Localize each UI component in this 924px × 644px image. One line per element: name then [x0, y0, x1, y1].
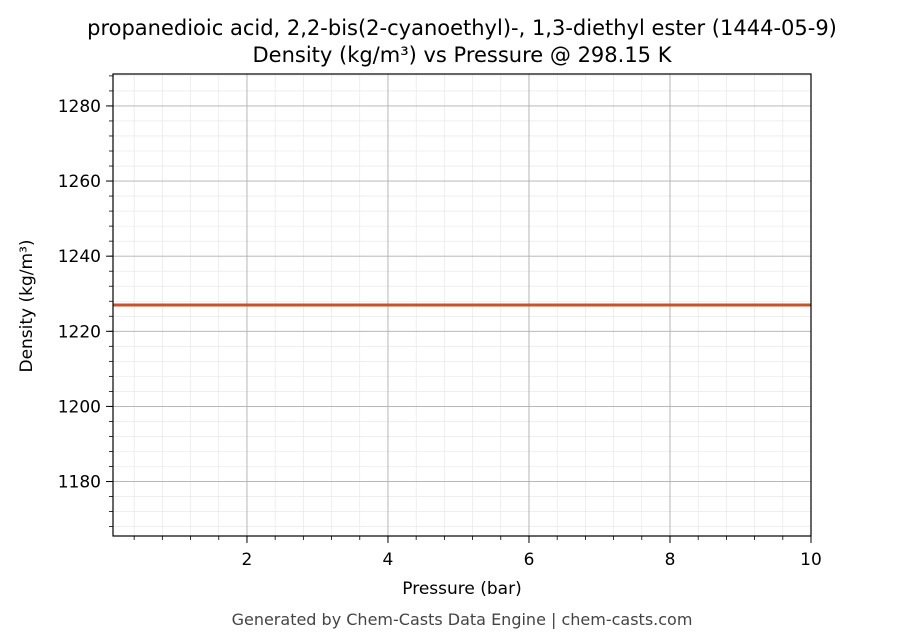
plot-frame	[112, 73, 812, 537]
y-tick-label: 1260	[58, 172, 101, 192]
x-tick-label: 4	[383, 550, 394, 570]
x-tick-label: 6	[524, 550, 535, 570]
y-tick-label: 1240	[58, 247, 101, 267]
chart-title: propanedioic acid, 2,2-bis(2-cyanoethyl)…	[87, 16, 837, 40]
chart-subtitle: Density (kg/m³) vs Pressure @ 298.15 K	[252, 43, 672, 67]
x-tick-label: 2	[242, 550, 253, 570]
y-tick-label: 1200	[58, 397, 101, 417]
y-axis-label: Density (kg/m³)	[17, 239, 37, 372]
x-tick-label: 10	[800, 550, 822, 570]
x-tick-label: 8	[665, 550, 676, 570]
footer-credit: Generated by Chem-Casts Data Engine | ch…	[232, 610, 693, 629]
y-tick-label: 1180	[58, 473, 101, 493]
y-tick-label: 1220	[58, 322, 101, 342]
axis-ticks: 2 4 6 8 10 1180 1200 1220 1240 1260 1280	[58, 75, 822, 570]
x-axis-label: Pressure (bar)	[402, 579, 521, 599]
y-tick-label: 1280	[58, 97, 101, 117]
major-grid	[113, 74, 811, 536]
